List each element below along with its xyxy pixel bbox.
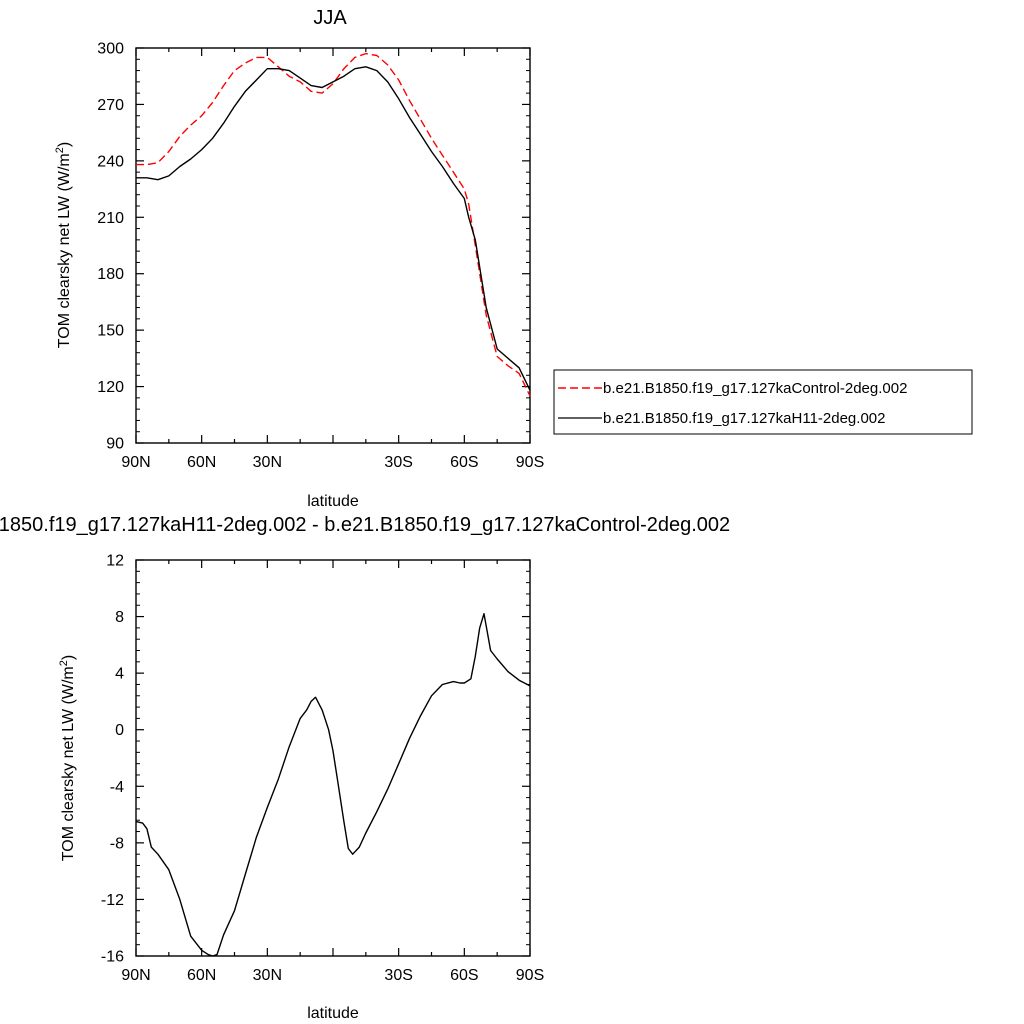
y-tick-label: 240 [97, 153, 124, 170]
y-tick-label: 90 [106, 436, 124, 453]
x-tick-label: 90S [516, 967, 544, 984]
top-yticks: 90 120 150 180 210 240 270 300 [97, 41, 530, 453]
bottom-yticks: -16 -12 -8 -4 0 4 8 12 [101, 553, 530, 966]
bottom-series [135, 613, 531, 957]
bottom-series-line-0 [135, 613, 531, 957]
bottom-panel: b.e21.B1850.f19_g17.127kaH11-2deg.002 - … [0, 514, 730, 1022]
y-tick-label: 270 [97, 97, 124, 114]
bottom-y-axis-label: TOM clearsky net LW (W/m2) [58, 655, 77, 861]
y-tick-label: 4 [115, 666, 124, 683]
x-tick-label: 60N [187, 967, 216, 984]
legend-label-control: b.e21.B1850.f19_g17.127kaControl-2deg.00… [603, 380, 907, 397]
y-tick-label: 150 [97, 323, 124, 340]
bottom-plot-frame [135, 559, 531, 957]
x-tick-label: 30S [384, 967, 412, 984]
y-tick-label: -12 [101, 892, 124, 909]
legend-box [553, 369, 973, 435]
x-tick-label: 30N [253, 454, 282, 471]
figure-title: JJA [313, 7, 347, 29]
top-x-axis-label: latitude [307, 493, 359, 510]
x-tick-label: 60N [187, 454, 216, 471]
y-tick-label: 300 [97, 41, 124, 58]
top-series-line-1 [136, 66, 531, 391]
top-panel: 90N 60N 30N 30S 60S 90S 90 120 150 180 210 240 270 3… [54, 41, 544, 511]
top-series-line-0 [136, 52, 531, 397]
y-tick-label: 12 [106, 553, 124, 570]
bottom-xticks: 90N 60N 30N 30S 60S 90S [121, 560, 544, 984]
top-xticks: 90N 60N 30N 30S 60S 90S [121, 48, 544, 471]
x-tick-label: 60S [450, 454, 478, 471]
x-tick-label: 60S [450, 967, 478, 984]
y-tick-label: -16 [101, 949, 124, 966]
x-tick-label: 90N [121, 967, 150, 984]
top-plot-frame [135, 47, 531, 444]
legend-label-h11: b.e21.B1850.f19_g17.127kaH11-2deg.002 [603, 410, 885, 427]
x-tick-label: 90S [516, 454, 544, 471]
y-tick-label: 210 [97, 210, 124, 227]
x-tick-label: 90N [121, 454, 150, 471]
y-tick-label: 180 [97, 266, 124, 283]
bottom-panel-title: b.e21.B1850.f19_g17.127kaH11-2deg.002 - … [0, 514, 730, 536]
y-tick-label: 120 [97, 379, 124, 396]
y-tick-label: -4 [110, 779, 124, 796]
y-tick-label: -8 [110, 835, 124, 852]
x-tick-label: 30N [253, 967, 282, 984]
y-tick-label: 8 [115, 609, 124, 626]
top-y-axis-label: TOM clearsky net LW (W/m2) [54, 142, 73, 348]
legend: b.e21.B1850.f19_g17.127kaControl-2deg.00… [553, 369, 973, 435]
y-tick-label: 0 [115, 722, 124, 739]
top-series [136, 52, 531, 397]
bottom-x-axis-label: latitude [307, 1005, 359, 1022]
x-tick-label: 30S [384, 454, 412, 471]
